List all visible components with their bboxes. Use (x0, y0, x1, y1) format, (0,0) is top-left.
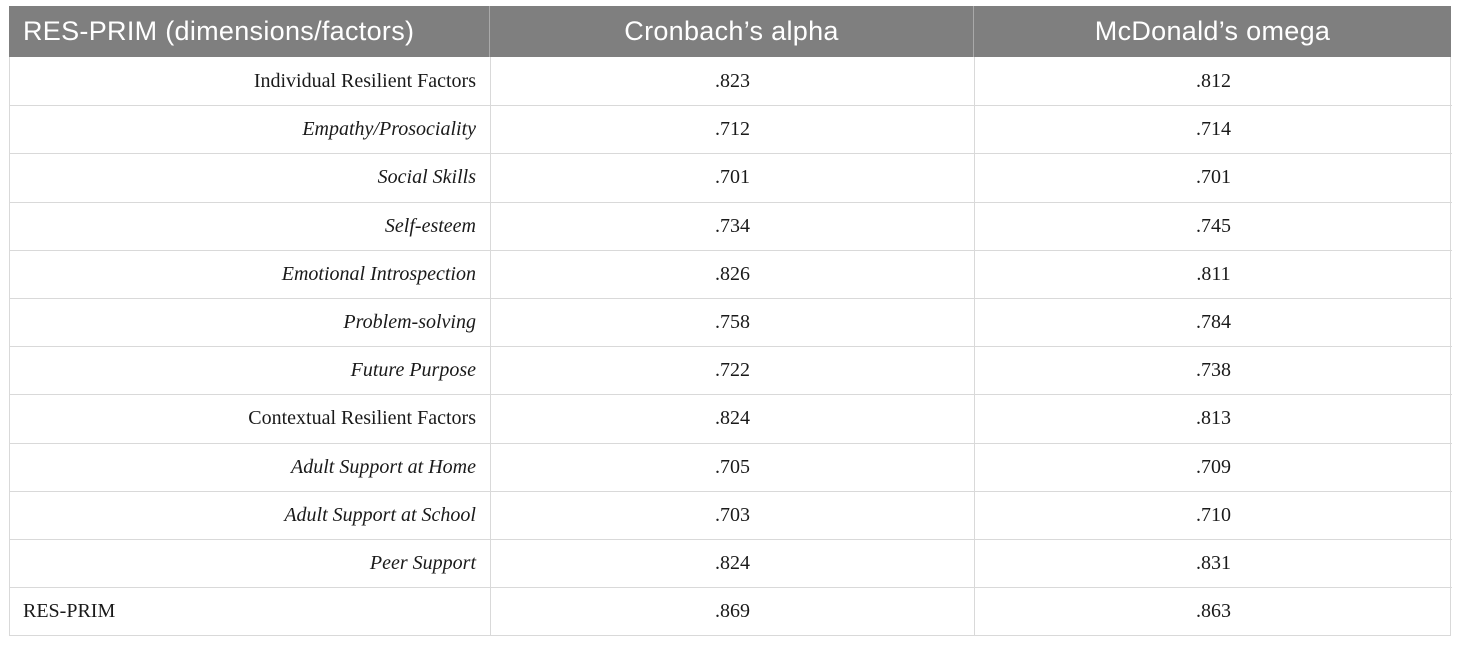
table-row: Social Skills .701 .701 (10, 153, 1452, 202)
reliability-table: RES-PRIM (dimensions/factors) Cronbach’s… (9, 6, 1452, 637)
row-label: Contextual Resilient Factors (248, 407, 476, 430)
table-row: Empathy/Prosociality .712 .714 (10, 105, 1452, 154)
mcdonald-omega-value: .812 (974, 57, 1452, 106)
table-row: RES-PRIM .869 .863 (10, 587, 1452, 636)
cronbach-alpha-value: .824 (490, 395, 974, 443)
mcdonald-omega-value: .831 (974, 539, 1452, 588)
row-label: Peer Support (369, 551, 476, 574)
cronbach-alpha-value: .823 (490, 57, 974, 106)
mcdonald-omega-value: .738 (974, 347, 1452, 395)
cronbach-alpha-value: .701 (490, 154, 974, 202)
column-header-cronbach-alpha: Cronbach’s alpha (489, 6, 973, 57)
cronbach-alpha-value: .712 (490, 106, 974, 154)
mcdonald-omega-value: .863 (974, 588, 1452, 636)
mcdonald-omega-value: .745 (974, 202, 1452, 250)
table-row: Adult Support at School .703 .710 (10, 490, 1452, 539)
cronbach-alpha-value: .703 (490, 491, 974, 539)
table-row: Problem-solving .758 .784 (10, 297, 1452, 347)
column-header-mcdonald-omega: McDonald’s omega (973, 6, 1451, 57)
cronbach-alpha-value: .869 (490, 588, 974, 636)
table-header-row: RES-PRIM (dimensions/factors) Cronbach’s… (9, 6, 1451, 57)
table-body: Individual Resilient Factors .823 .812 E… (9, 57, 1452, 637)
table-row: Contextual Resilient Factors .824 .813 (10, 394, 1452, 443)
row-label: Problem-solving (343, 311, 476, 334)
cronbach-alpha-value: .824 (490, 539, 974, 588)
row-label: Empathy/Prosociality (302, 118, 476, 141)
mcdonald-omega-value: .709 (974, 443, 1452, 491)
mcdonald-omega-value: .784 (974, 298, 1452, 347)
row-label: Individual Resilient Factors (253, 69, 476, 92)
table-row: Self-esteem .734 .745 (10, 201, 1452, 250)
table-row: Future Purpose .722 .738 (10, 346, 1452, 395)
mcdonald-omega-value: .710 (974, 491, 1452, 539)
row-label: Future Purpose (350, 359, 476, 382)
cronbach-alpha-value: .758 (490, 298, 974, 347)
table-row: Individual Resilient Factors .823 .812 (10, 57, 1452, 106)
mcdonald-omega-value: .701 (974, 154, 1452, 202)
table-row: Peer Support .824 .831 (10, 538, 1452, 588)
cronbach-alpha-value: .705 (490, 443, 974, 491)
table-row: Adult Support at Home .705 .709 (10, 442, 1452, 491)
table-row: Emotional Introspection .826 .811 (10, 249, 1452, 298)
cronbach-alpha-value: .734 (490, 202, 974, 250)
row-label: RES-PRIM (23, 600, 116, 623)
row-label: Adult Support at School (284, 503, 476, 526)
row-label: Social Skills (377, 166, 476, 189)
mcdonald-omega-value: .813 (974, 395, 1452, 443)
mcdonald-omega-value: .714 (974, 106, 1452, 154)
cronbach-alpha-value: .826 (490, 250, 974, 298)
row-label: Emotional Introspection (281, 262, 476, 285)
column-header-dimensions: RES-PRIM (dimensions/factors) (23, 16, 415, 46)
mcdonald-omega-value: .811 (974, 250, 1452, 298)
cronbach-alpha-value: .722 (490, 347, 974, 395)
row-label: Self-esteem (384, 214, 476, 237)
row-label: Adult Support at Home (291, 455, 476, 478)
